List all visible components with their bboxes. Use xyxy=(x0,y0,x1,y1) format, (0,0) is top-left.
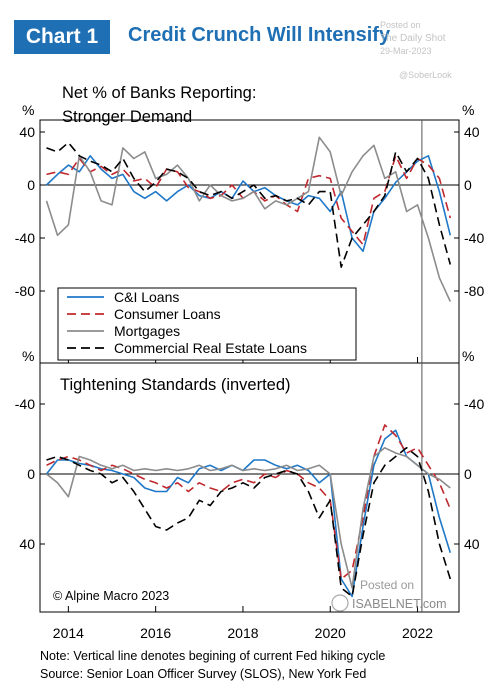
y-tick-label-right: 0 xyxy=(464,177,472,193)
y-unit-left: % xyxy=(22,102,34,118)
y-tick-label-right: -80 xyxy=(464,283,484,299)
panel-title-line: Stronger Demand xyxy=(62,108,192,126)
posted-stamp: Posted on The Daily Shot 29-Mar-2023 xyxy=(380,19,446,58)
posted-date: 29-Mar-2023 xyxy=(380,46,432,56)
series-line-consumer xyxy=(46,155,452,246)
legend-label: C&I Loans xyxy=(114,289,179,305)
panel-demand: 40 40 0 0 -40 -40 -80 -80% % Net % of Banks Repor… xyxy=(15,84,484,302)
chart-number-badge: Chart 1 xyxy=(14,20,110,54)
series-line-ci xyxy=(45,155,452,253)
y-tick-label-right: 40 xyxy=(464,536,480,552)
watermark-posted-on: Posted on xyxy=(360,578,414,592)
panel-title-line: Net % of Banks Reporting: xyxy=(62,84,256,102)
legend-label: Consumer Loans xyxy=(114,306,221,322)
legend-label: Mortgages xyxy=(114,323,180,339)
series-line-cre xyxy=(46,141,452,268)
y-tick-label-right: 40 xyxy=(464,124,480,140)
y-tick-label-left: 0 xyxy=(27,177,35,193)
y-unit-left: % xyxy=(22,348,34,364)
note-line: Note: Vertical line denotes begining of … xyxy=(40,649,386,663)
panel-standards: -40 -40 0 0 40 40% % Tightening Standards (inve… xyxy=(15,348,484,598)
chart-frame xyxy=(39,119,460,613)
x-tick-label: 2020 xyxy=(315,625,346,641)
y-tick-label-right: 0 xyxy=(464,466,472,482)
y-tick-label-left: -40 xyxy=(15,396,35,412)
legend-box xyxy=(57,287,357,361)
posted-source: The Daily Shot xyxy=(380,33,446,44)
series-line-ci xyxy=(45,429,452,598)
panel-title-line: Tightening Standards (inverted) xyxy=(60,376,291,394)
y-tick-label-right: -40 xyxy=(464,230,484,246)
y-tick-label-left: 0 xyxy=(27,466,35,482)
series-line-mortgages xyxy=(45,136,452,302)
chart-header: Chart 1 Credit Crunch Will Intensify Pos… xyxy=(0,0,500,62)
series-line-mortgages xyxy=(46,446,451,589)
x-tick-label: 2022 xyxy=(402,625,433,641)
posted-on-label: Posted on xyxy=(380,20,421,30)
source-line: Source: Senior Loan Officer Survey (SLOS… xyxy=(40,667,367,681)
chart-annotations: © Alpine Macro 2023 Posted on ISABELNET.co… xyxy=(53,578,446,612)
y-unit-right: % xyxy=(462,348,474,364)
y-tick-label-left: -80 xyxy=(15,283,35,299)
chart-title: Credit Crunch Will Intensify xyxy=(128,24,391,46)
legend-label: Commercial Real Estate Loans xyxy=(114,340,307,356)
y-tick-label-left: -40 xyxy=(15,230,35,246)
series-line-cre xyxy=(46,446,452,598)
x-tick-label: 2014 xyxy=(53,625,84,641)
y-tick-label-left: 40 xyxy=(19,124,35,140)
series-line-consumer xyxy=(46,424,452,580)
y-tick-label-left: 40 xyxy=(19,536,35,552)
x-tick-label: 2018 xyxy=(227,625,258,641)
chart-notes: Note: Vertical line denotes begining of … xyxy=(40,647,385,683)
watermark-site: ISABELNET.com xyxy=(352,597,446,611)
copyright-credit: © Alpine Macro 2023 xyxy=(53,589,169,603)
x-tick-label: 2016 xyxy=(140,625,171,641)
watermark-logo-icon xyxy=(331,594,349,612)
x-axis: 2014 2016 2018 2020 2022 xyxy=(53,357,433,641)
y-unit-right: % xyxy=(462,102,474,118)
twitter-handle: @SoberLook xyxy=(399,70,452,80)
y-tick-label-right: -40 xyxy=(464,396,484,412)
plot-border xyxy=(39,119,460,613)
